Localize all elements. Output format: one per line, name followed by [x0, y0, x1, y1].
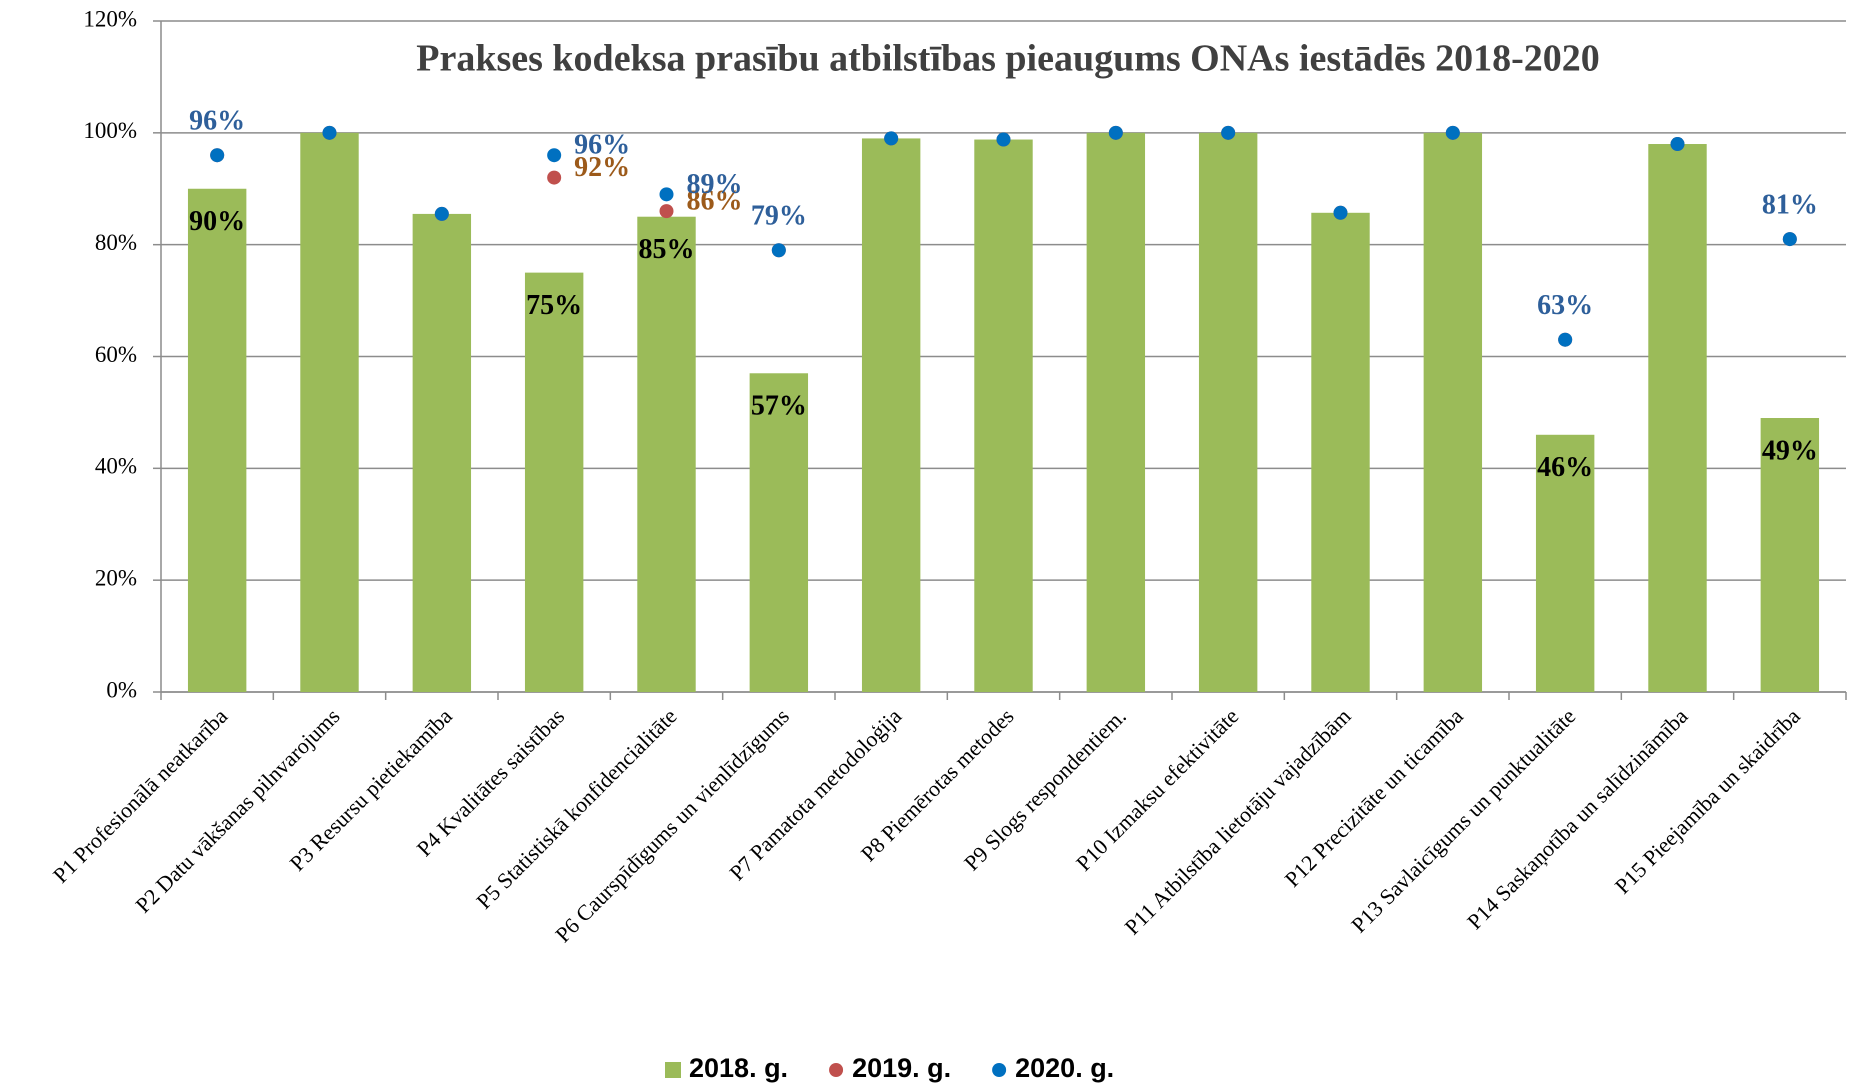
y-tick-label: 0%	[106, 677, 137, 702]
data-label: 75%	[526, 290, 582, 321]
bar	[300, 132, 359, 693]
dot	[1333, 205, 1348, 220]
bar	[1760, 418, 1820, 692]
y-tick-label: 20%	[95, 565, 137, 590]
dot	[547, 148, 562, 163]
bar	[637, 216, 696, 693]
bar	[1086, 132, 1146, 693]
dot	[322, 125, 337, 140]
bar	[1423, 132, 1483, 693]
dot	[1108, 125, 1123, 140]
dot	[210, 148, 225, 163]
bar	[412, 213, 472, 692]
x-tick-label: P13 Savlaicīgums un punktualitāte	[1346, 703, 1580, 937]
bar	[1198, 132, 1258, 693]
legend-swatch	[829, 1063, 844, 1077]
y-tick-label: 40%	[95, 454, 137, 479]
data-label: 46%	[1537, 452, 1593, 483]
dot	[1221, 125, 1236, 140]
data-label: 92%	[574, 152, 630, 183]
x-tick-label: P2 Datu vākšanas pilnvarojums	[130, 703, 344, 917]
x-tick-label: P11 Atbilstība lietotāju vajadzībām	[1119, 703, 1355, 939]
x-tick-label: P14 Saskaņotība un salīdzināmība	[1462, 703, 1693, 934]
legend-label: 2018. g.	[689, 1053, 788, 1083]
y-tick-label: 120%	[83, 6, 137, 31]
bar	[1311, 212, 1370, 692]
legend-label: 2020. g.	[1015, 1053, 1114, 1083]
x-tick-label: P15 Pieejamība un skaidrība	[1610, 703, 1805, 898]
x-tick-label: P12 Precizitāte un ticamība	[1280, 703, 1468, 891]
dot	[547, 170, 562, 185]
data-label: 85%	[639, 234, 695, 265]
chart-title: Prakses kodeksa prasību atbilstības piea…	[416, 38, 1599, 80]
legend-label: 2019. g.	[852, 1053, 951, 1083]
dot	[1445, 125, 1460, 140]
dot	[659, 204, 674, 219]
dot	[771, 243, 786, 258]
y-tick-label: 80%	[95, 230, 137, 255]
data-label: 96%	[189, 106, 245, 137]
dot	[434, 206, 449, 221]
y-tick-label: 60%	[95, 342, 137, 367]
data-label: 57%	[751, 391, 807, 422]
data-label: 86%	[687, 186, 743, 217]
y-tick-label: 100%	[83, 118, 137, 143]
x-tick-label: P5 Statistiskā konfidencialitāte	[471, 703, 681, 913]
dot	[1670, 137, 1685, 152]
data-label: 63%	[1537, 290, 1593, 321]
dot	[1782, 232, 1797, 247]
legend-swatch	[665, 1062, 681, 1078]
dot	[659, 187, 674, 202]
x-tick-label: P6 Caurspīdīgums un vienlīdzīgums	[550, 703, 794, 947]
bar	[749, 373, 809, 692]
data-label: 89%	[687, 169, 743, 200]
bar	[524, 272, 584, 692]
legend-swatch	[992, 1063, 1007, 1077]
bar	[1535, 434, 1595, 692]
data-label: 81%	[1762, 189, 1818, 220]
dot	[1558, 332, 1573, 347]
dot	[996, 132, 1011, 147]
bar	[861, 138, 921, 693]
bar	[974, 139, 1033, 692]
data-label: 49%	[1762, 435, 1818, 466]
dot	[884, 131, 899, 146]
bar	[187, 188, 247, 692]
data-label: 90%	[189, 206, 245, 237]
bar	[1648, 144, 1707, 692]
data-label: 79%	[751, 201, 807, 232]
data-label: 96%	[574, 130, 630, 161]
